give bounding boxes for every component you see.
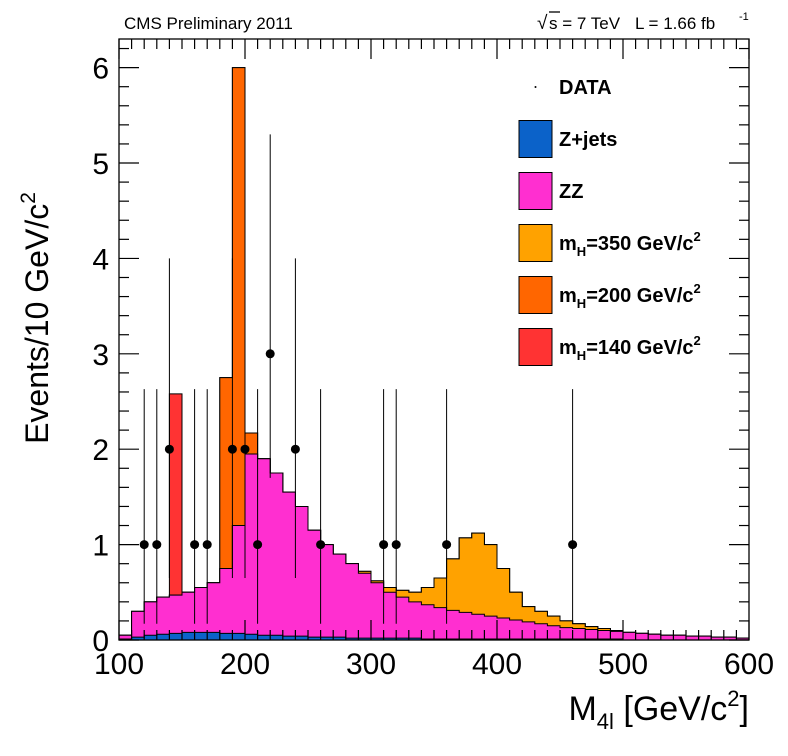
data-marker <box>152 540 162 550</box>
legend-label: DATA <box>559 77 612 99</box>
y-tick-label: 0 <box>92 625 109 658</box>
data-marker <box>568 540 578 550</box>
data-point <box>290 258 300 578</box>
lumi-sup: -1 <box>739 11 749 23</box>
tick-labels: 100 200 300 400 500 600 0 1 2 3 4 5 6 <box>92 53 774 681</box>
data-point <box>190 389 200 624</box>
legend-label: Z+jets <box>559 129 617 151</box>
legend-entry-data: DATA <box>534 77 612 99</box>
x-tick-label: 600 <box>724 648 774 681</box>
data-point <box>442 389 452 624</box>
x-tick-label: 300 <box>346 648 396 681</box>
data-point <box>164 258 174 578</box>
data-marker <box>442 540 452 550</box>
data-point <box>379 389 389 624</box>
data-marker <box>253 540 263 550</box>
data-marker <box>190 540 200 550</box>
data-point <box>240 258 250 578</box>
y-tick-label: 5 <box>92 148 109 181</box>
data-marker <box>202 540 212 550</box>
x-tick-label: 100 <box>94 648 144 681</box>
y-tick-label: 1 <box>92 530 109 563</box>
legend-label: mH=200 GeV/c2 <box>559 281 701 311</box>
sqrt-symbol: √ <box>537 13 548 34</box>
data-point <box>568 389 578 624</box>
data-marker <box>316 540 326 550</box>
legend: DATA Z+jets ZZ mH=350 GeV/c2 mH=200 GeV/c2 mH… <box>518 77 701 366</box>
legend-marker <box>534 86 537 88</box>
header-left: CMS Preliminary 2011 <box>124 14 293 33</box>
lumi-text: L = 1.66 fb <box>635 14 715 33</box>
x-tick-label: 500 <box>598 648 648 681</box>
data-marker <box>164 444 174 454</box>
x-axis-title: M4l [GeV/c2] <box>568 686 749 734</box>
data-point <box>253 389 263 624</box>
legend-entry-zz: ZZ <box>518 172 583 210</box>
y-tick-label: 2 <box>92 434 109 467</box>
legend-swatch <box>518 120 553 158</box>
legend-entry-zjets: Z+jets <box>518 120 617 158</box>
data-point <box>316 389 326 624</box>
data-marker <box>139 540 149 550</box>
axis-ticks <box>118 39 750 641</box>
legend-swatch <box>518 172 553 210</box>
legend-label: mH=350 GeV/c2 <box>559 229 701 259</box>
x-tick-label: 400 <box>472 648 522 681</box>
data-marker <box>265 349 275 359</box>
legend-swatch <box>518 276 553 314</box>
data-point <box>265 134 275 478</box>
legend-entry-mH200: mH=200 GeV/c2 <box>518 276 701 314</box>
data-marker <box>391 540 401 550</box>
data-marker <box>379 540 389 550</box>
legend-swatch <box>518 224 553 262</box>
y-axis-title: Events/10 GeV/c2 <box>17 192 55 444</box>
x-tick-label: 200 <box>220 648 270 681</box>
legend-label: ZZ <box>559 181 583 203</box>
legend-label: mH=140 GeV/c2 <box>559 333 701 363</box>
data-points <box>139 134 578 624</box>
data-point <box>152 389 162 624</box>
hist-zz <box>118 453 750 641</box>
legend-entry-mH350: mH=350 GeV/c2 <box>518 224 701 262</box>
data-marker <box>290 444 300 454</box>
data-point <box>391 389 401 624</box>
data-point <box>139 389 149 624</box>
legend-entry-mH140: mH=140 GeV/c2 <box>518 328 701 366</box>
data-point <box>202 389 212 624</box>
data-point <box>227 258 237 578</box>
data-marker <box>240 444 250 454</box>
y-tick-label: 3 <box>92 339 109 372</box>
header-right: √ s = 7 TeV L = 1.66 fb -1 <box>537 11 749 34</box>
y-tick-label: 6 <box>92 53 109 86</box>
data-marker <box>227 444 237 454</box>
legend-swatch <box>518 328 553 366</box>
energy-text: s = 7 TeV <box>549 14 621 33</box>
y-tick-label: 4 <box>92 243 109 276</box>
